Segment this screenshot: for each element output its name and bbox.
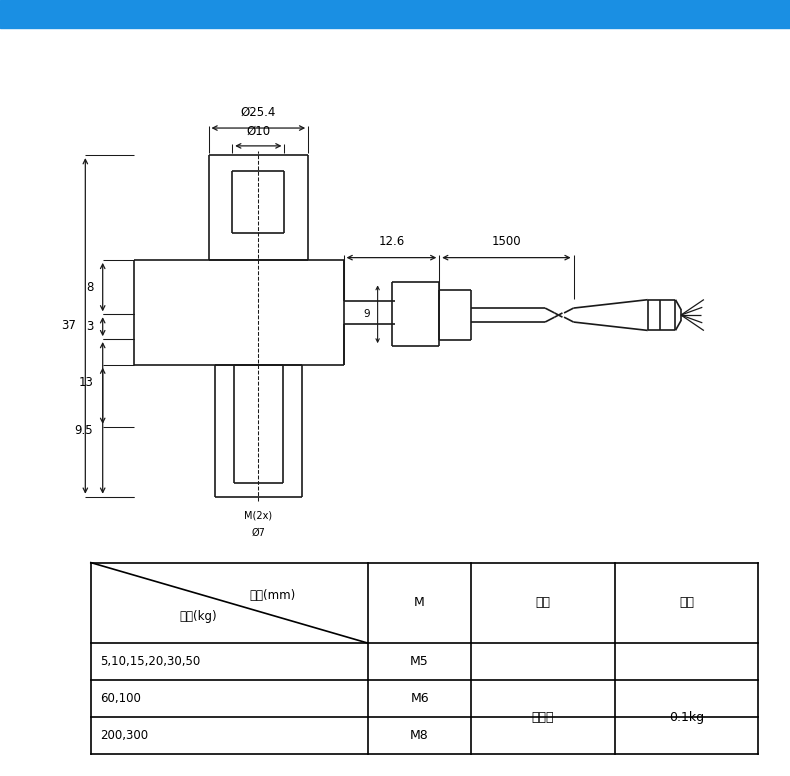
Text: M: M (414, 596, 425, 609)
Text: 重量: 重量 (679, 596, 694, 609)
Text: 37: 37 (61, 320, 76, 332)
Text: Ø10: Ø10 (246, 125, 270, 138)
Text: 1500: 1500 (491, 235, 521, 248)
Text: 材料: 材料 (536, 596, 551, 609)
Text: M8: M8 (410, 729, 429, 742)
Text: Ø25.4: Ø25.4 (241, 106, 276, 119)
Text: 尺寸(mm): 尺寸(mm) (250, 588, 296, 601)
Text: M5: M5 (410, 655, 429, 668)
Text: M6: M6 (410, 692, 429, 705)
Text: 不锈钢: 不锈钢 (532, 711, 555, 724)
Text: 3: 3 (86, 320, 93, 333)
Text: Ø7: Ø7 (251, 528, 265, 538)
Text: 9: 9 (363, 310, 370, 319)
Text: 12.6: 12.6 (378, 235, 404, 248)
Text: 8: 8 (86, 281, 93, 293)
Text: 60,100: 60,100 (100, 692, 141, 705)
Text: 0.1kg: 0.1kg (669, 711, 704, 724)
Text: 量程(kg): 量程(kg) (179, 610, 216, 623)
Text: 9.5: 9.5 (74, 424, 93, 437)
Bar (0, 0, 790, 28)
Text: 13: 13 (78, 376, 93, 390)
Text: M(2x): M(2x) (244, 511, 273, 521)
Text: 200,300: 200,300 (100, 729, 149, 742)
Text: 5,10,15,20,30,50: 5,10,15,20,30,50 (100, 655, 201, 668)
